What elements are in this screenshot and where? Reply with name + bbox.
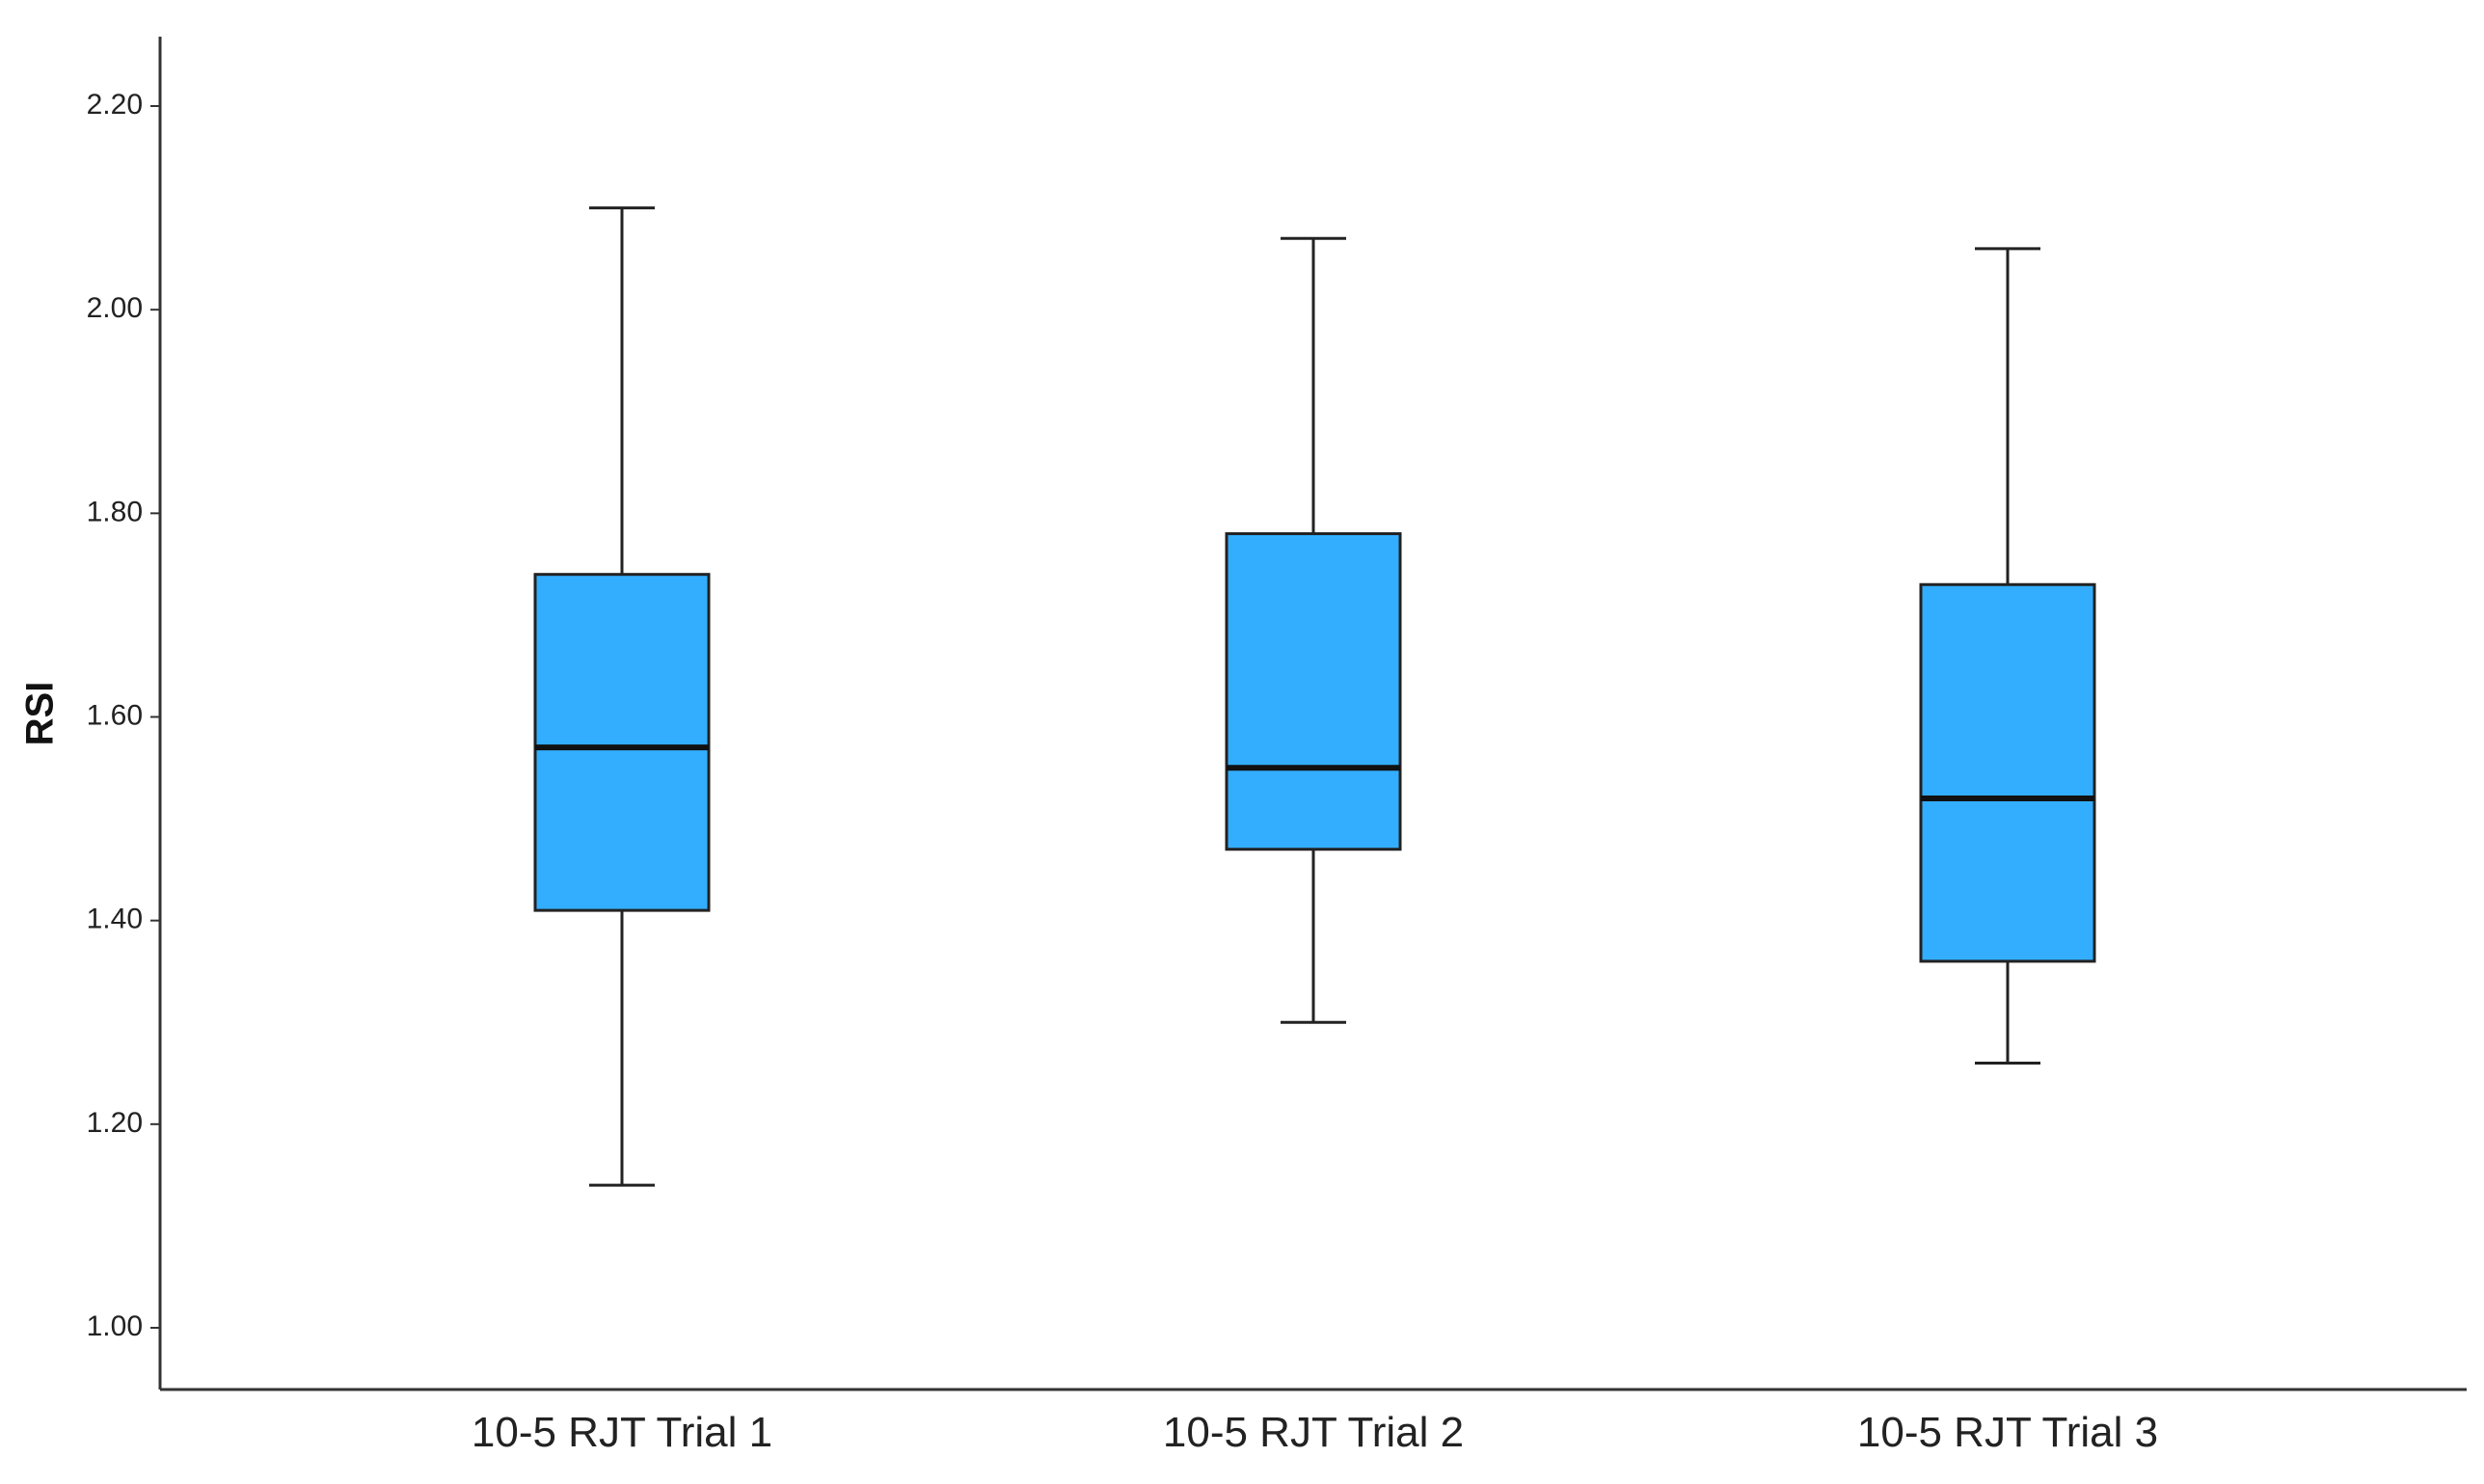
y-tick-label: 1.20 <box>87 1107 143 1139</box>
axes <box>158 37 2467 1391</box>
iqr-box <box>1919 582 2096 963</box>
y-tick-label: 1.60 <box>87 699 143 731</box>
y-tick-label: 1.00 <box>87 1310 143 1342</box>
iqr-box <box>533 573 711 912</box>
y-ticks: 1.00 1.20 1.40 1.60 1.80 2.00 2.20 <box>87 89 160 1342</box>
box-group <box>1919 247 2096 1065</box>
box-group <box>533 206 711 1187</box>
y-tick-label: 1.40 <box>87 904 143 935</box>
x-category-label: 10-5 RJT Trial 2 <box>1163 1409 1464 1456</box>
boxes <box>533 206 2096 1187</box>
iqr-box <box>1225 531 1402 851</box>
y-tick-label: 1.80 <box>87 496 143 527</box>
y-axis-title: RSI <box>19 682 62 746</box>
y-tick-label: 2.00 <box>87 292 143 324</box>
x-category-label: 10-5 RJT Trial 3 <box>1857 1409 2158 1456</box>
x-labels: 10-5 RJT Trial 1 10-5 RJT Trial 2 10-5 RJT… <box>472 1409 2158 1456</box>
x-category-label: 10-5 RJT Trial 1 <box>472 1409 772 1456</box>
box-group <box>1225 236 1402 1024</box>
y-tick-label: 2.20 <box>87 89 143 121</box>
